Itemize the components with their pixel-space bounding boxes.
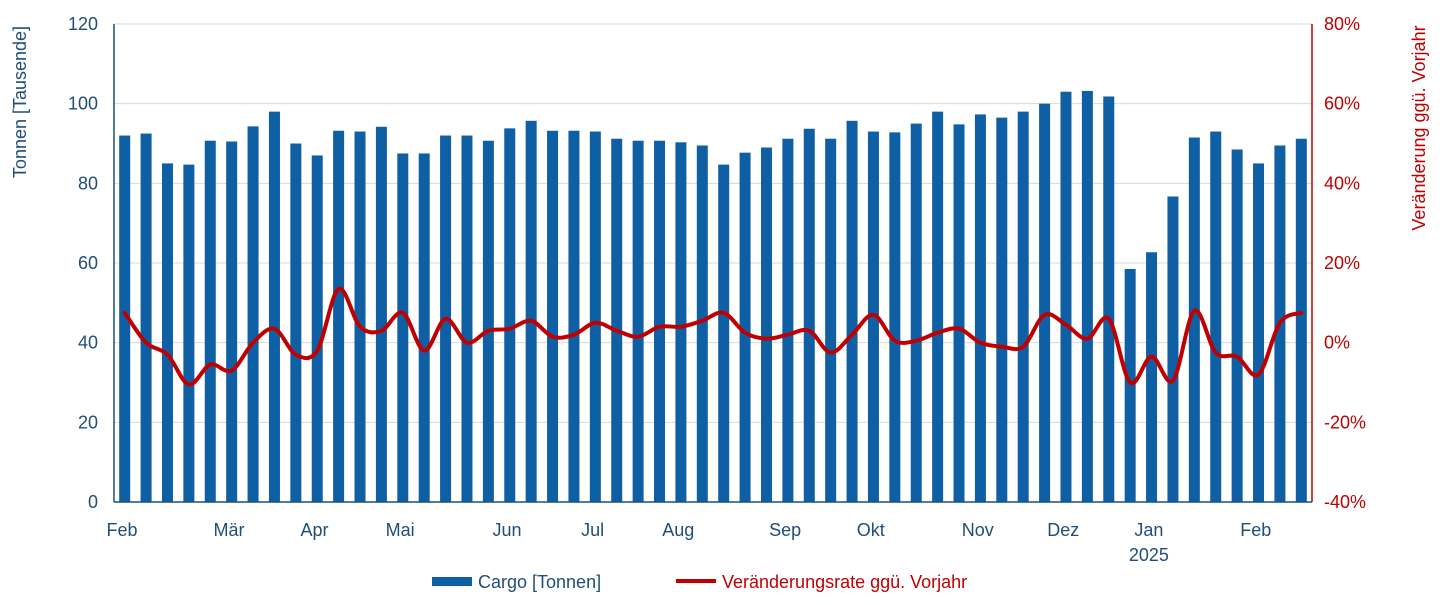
bar bbox=[418, 153, 430, 503]
x-tick-label: Mär bbox=[213, 520, 244, 540]
bar bbox=[889, 132, 901, 502]
bar bbox=[183, 164, 195, 502]
y-tick-label-left: 100 bbox=[68, 94, 98, 114]
bar bbox=[589, 131, 601, 503]
legend: Cargo [Tonnen] Veränderungsrate ggü. Vor… bbox=[432, 572, 967, 592]
bar bbox=[226, 141, 238, 502]
bar bbox=[547, 130, 559, 502]
bar bbox=[290, 143, 302, 502]
line-series bbox=[122, 286, 1304, 387]
bar bbox=[1017, 111, 1029, 502]
bar bbox=[1188, 137, 1200, 502]
x-tick-label: Dez bbox=[1047, 520, 1079, 540]
y-tick-label-left: 0 bbox=[88, 492, 98, 512]
bar bbox=[782, 138, 794, 502]
y-axis-left-title: Tonnen [Tausende] bbox=[10, 26, 30, 178]
x-tick-label: Aug bbox=[662, 520, 694, 540]
bar bbox=[482, 140, 494, 502]
bar bbox=[1039, 103, 1051, 503]
bar bbox=[504, 128, 516, 502]
bar bbox=[632, 140, 644, 502]
bar bbox=[311, 155, 323, 502]
bar bbox=[568, 130, 580, 502]
bar bbox=[461, 135, 473, 503]
y-tick-label-right: -20% bbox=[1324, 412, 1366, 432]
bar bbox=[996, 117, 1008, 502]
bar bbox=[140, 133, 152, 502]
bar bbox=[397, 153, 409, 503]
y-tick-label-right: -40% bbox=[1324, 492, 1366, 512]
bar bbox=[825, 138, 837, 502]
change-rate-line bbox=[122, 286, 1304, 387]
bar bbox=[1167, 196, 1179, 502]
tick-labels: 0 20 40 60 80 100 120 -40% -20% 0% 20% 40% 60% 80% Feb… bbox=[68, 14, 1366, 565]
bar bbox=[333, 130, 345, 502]
bar bbox=[1210, 131, 1222, 503]
x-tick-label: Nov bbox=[962, 520, 994, 540]
y-tick-label-left: 80 bbox=[78, 173, 98, 193]
x-tick-label: Jun bbox=[493, 520, 522, 540]
bar bbox=[247, 126, 259, 502]
y-tick-label-right: 0% bbox=[1324, 333, 1350, 353]
bar bbox=[1081, 90, 1093, 503]
x-tick-label: Mai bbox=[386, 520, 415, 540]
bar bbox=[696, 145, 708, 502]
y-tick-label-left: 120 bbox=[68, 14, 98, 34]
bar bbox=[354, 131, 366, 503]
y-tick-label-left: 60 bbox=[78, 253, 98, 273]
bar bbox=[204, 140, 216, 502]
legend-swatch-cargo bbox=[432, 577, 472, 586]
y-tick-label-left: 20 bbox=[78, 412, 98, 432]
bar bbox=[910, 123, 922, 502]
bar bbox=[846, 120, 858, 503]
x-tick-label: Feb bbox=[1240, 520, 1271, 540]
bar bbox=[974, 114, 986, 503]
bar bbox=[268, 111, 280, 502]
legend-label-cargo: Cargo [Tonnen] bbox=[478, 572, 601, 592]
bar bbox=[803, 128, 815, 503]
bar bbox=[1103, 96, 1115, 502]
y-tick-label-left: 40 bbox=[78, 333, 98, 353]
bar bbox=[953, 124, 965, 502]
bar bbox=[760, 147, 772, 502]
y-tick-label-right: 60% bbox=[1324, 94, 1360, 114]
x-year-label: 2025 bbox=[1129, 545, 1169, 565]
bar bbox=[525, 120, 537, 503]
bar bbox=[161, 163, 173, 502]
bar bbox=[1295, 138, 1307, 502]
bar bbox=[1146, 252, 1158, 502]
x-tick-label: Jan bbox=[1134, 520, 1163, 540]
bar bbox=[718, 164, 730, 502]
bar bbox=[119, 135, 131, 503]
y-tick-label-right: 20% bbox=[1324, 253, 1360, 273]
axes bbox=[113, 24, 1313, 503]
bar bbox=[1124, 268, 1136, 502]
bar bbox=[654, 140, 666, 502]
bar bbox=[1231, 149, 1243, 502]
bar bbox=[1060, 91, 1072, 502]
bar bbox=[611, 138, 623, 502]
x-tick-label: Okt bbox=[857, 520, 885, 540]
bar bbox=[932, 111, 944, 502]
bar bbox=[375, 126, 387, 503]
x-tick-label: Sep bbox=[769, 520, 801, 540]
x-tick-label: Apr bbox=[301, 520, 329, 540]
legend-label-change: Veränderungsrate ggü. Vorjahr bbox=[722, 572, 967, 592]
y-tick-label-right: 80% bbox=[1324, 14, 1360, 34]
bar bbox=[1253, 163, 1265, 502]
bar bbox=[739, 152, 751, 502]
x-tick-label: Jul bbox=[581, 520, 604, 540]
bar-series bbox=[119, 90, 1307, 503]
y-tick-label-right: 40% bbox=[1324, 173, 1360, 193]
bar bbox=[675, 142, 687, 502]
y-axis-right-title: Veränderung ggü. Vorjahr bbox=[1409, 25, 1429, 230]
x-tick-label: Feb bbox=[106, 520, 137, 540]
